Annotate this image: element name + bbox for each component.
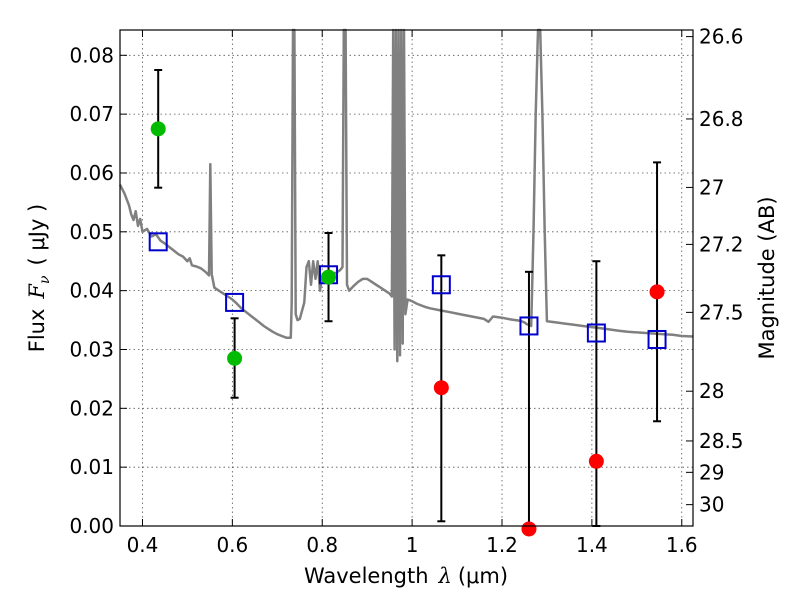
- nondetection-point: [649, 284, 665, 300]
- y-tick-label: 0.04: [69, 279, 114, 303]
- model-flux-square: [148, 232, 168, 252]
- y-tick-label: 0.05: [69, 220, 114, 244]
- mag-tick-label: 26.6: [699, 25, 744, 49]
- plot-frame: [119, 29, 694, 527]
- nondetection-point: [433, 380, 449, 396]
- mag-tick-label: 28: [699, 379, 724, 403]
- y-tick-label: 0.08: [69, 43, 114, 67]
- axis-ticks: 0.4 0.6 0.8 1 1.2 1.4 1.6 0.00 0.01 0.02 0.03 0.04 0…: [69, 25, 743, 557]
- mag-tick-label: 27: [699, 175, 724, 199]
- detection-point: [321, 269, 337, 285]
- detection-point: [150, 121, 166, 137]
- x-tick-label: 1: [406, 533, 419, 557]
- y-tick-label: 0.00: [69, 514, 114, 538]
- model-photometry-layer: [148, 232, 667, 349]
- mag-tick-label: 28.5: [699, 429, 744, 453]
- nondetection-point: [588, 453, 604, 469]
- model-flux-square: [431, 275, 451, 295]
- y2-axis-label: Magnitude (AB): [755, 196, 779, 359]
- nondetection-point: [521, 521, 537, 537]
- mag-tick-label: 30: [699, 493, 724, 517]
- y-axis-label: FluxFν( μJy ): [25, 204, 53, 352]
- model-sed-line: [118, 28, 694, 363]
- mag-tick-label: 27.5: [699, 300, 744, 324]
- model-flux-square: [647, 329, 667, 349]
- y-tick-label: 0.02: [69, 396, 114, 420]
- detection-point: [227, 350, 243, 366]
- y-tick-label: 0.07: [69, 102, 114, 126]
- model-flux-square: [519, 316, 539, 336]
- x-tick-label: 0.8: [306, 533, 338, 557]
- x-tick-label: 0.6: [216, 533, 248, 557]
- x-tick-label: 1.2: [486, 533, 518, 557]
- y-tick-label: 0.01: [69, 455, 114, 479]
- mag-tick-label: 26.8: [699, 107, 744, 131]
- x-axis-label: Wavelength λ (μm): [304, 564, 508, 588]
- mag-tick-label: 27.2: [699, 232, 744, 256]
- mag-tick-label: 29: [699, 460, 724, 484]
- grid: [120, 30, 693, 527]
- y-tick-label: 0.03: [69, 337, 114, 361]
- model-sed-layer: [118, 28, 694, 363]
- observed-photometry-layer: [150, 121, 665, 537]
- x-tick-label: 1.4: [576, 533, 608, 557]
- model-flux-square: [586, 323, 606, 343]
- model-flux-square: [225, 292, 245, 312]
- x-tick-label: 1.6: [666, 533, 698, 557]
- x-tick-label: 0.4: [127, 533, 159, 557]
- y-tick-label: 0.06: [69, 161, 114, 185]
